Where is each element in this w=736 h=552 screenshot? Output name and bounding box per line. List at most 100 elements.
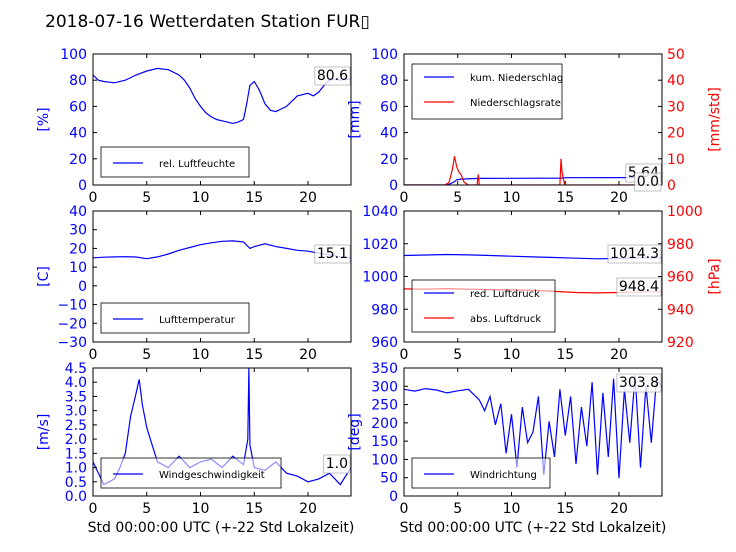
x-tick-label: 5	[142, 501, 151, 517]
legend-label: red. Luftdruck	[470, 289, 540, 300]
y-tick-label: 80	[69, 73, 87, 89]
y-tick-label: 980	[371, 302, 398, 318]
x-tick-label: 5	[142, 190, 151, 206]
x-tick-label: 20	[299, 501, 317, 517]
y-tick-label: 20	[69, 241, 87, 257]
x-tick-label: 0	[89, 347, 98, 363]
y-axis-label-wind-speed: [m/s]	[36, 414, 52, 451]
y2-axis-label-pressure: [hPa]	[707, 258, 723, 294]
y2-tick-label: 0	[667, 178, 676, 194]
x-tick-label: 20	[299, 190, 317, 206]
series-line-precipitation-1	[404, 156, 662, 185]
y-tick-label: 80	[380, 73, 398, 89]
x-tick-label: 15	[556, 501, 574, 517]
series-line-temperature-0	[93, 240, 351, 260]
y-tick-label: 0	[389, 489, 398, 505]
y-axis-label-wind-direction: [deg]	[347, 413, 363, 450]
x-tick-label: 10	[192, 501, 210, 517]
y-tick-label: 40	[380, 126, 398, 142]
x-tick-label: 0	[400, 501, 409, 517]
legend-box	[411, 279, 556, 333]
current-value-box	[616, 373, 662, 393]
y-tick-label: 300	[371, 379, 398, 395]
x-axis-label-left: Std 00:00:00 UTC (+-22 Std Lokalzeit)	[88, 520, 355, 536]
y2-axis-label-precipitation: [mm/std]	[707, 87, 723, 152]
y-tick-label: 3.5	[65, 389, 87, 405]
y2-tick-label: 50	[667, 47, 685, 63]
legend-box	[411, 457, 551, 489]
plot-frame-humidity	[92, 53, 352, 186]
y-tick-label: 20	[69, 152, 87, 168]
y-tick-label: 20	[380, 152, 398, 168]
y-tick-label: 40	[69, 204, 87, 220]
current-value-box	[314, 66, 351, 86]
x-tick-label: 15	[556, 347, 574, 363]
y-tick-label: 0.5	[65, 475, 87, 491]
legend-wind-direction: Windrichtung	[411, 457, 551, 489]
current-value-label-precipitation: 0.0	[637, 174, 659, 190]
current-value-box	[634, 172, 662, 192]
y-tick-label: −30	[57, 335, 87, 351]
y-tick-label: 1040	[362, 204, 398, 220]
panel-pressure: 0 5 10 15 20 960 980 1000 1020 1040 920 940 960 980 10…	[362, 204, 723, 363]
y2-tick-label: 960	[667, 270, 694, 286]
legend-label: Lufttemperatur	[159, 315, 236, 326]
legend-humidity: rel. Luftfeuchte	[100, 146, 250, 178]
y-tick-label: 40	[69, 126, 87, 142]
x-tick-label: 5	[453, 347, 462, 363]
y-tick-label: 50	[380, 471, 398, 487]
x-axis-label-right: Std 00:00:00 UTC (+-22 Std Lokalzeit)	[400, 520, 667, 536]
legend-box	[100, 146, 250, 178]
y-tick-label: 250	[371, 398, 398, 414]
x-tick-label: 10	[192, 190, 210, 206]
x-tick-label: 15	[245, 190, 263, 206]
panel-precipitation: 0 5 10 15 20 0 20 40 60 80 100 [mm] 0 10 20 30 40 50 [mm/s…	[347, 47, 723, 206]
x-tick-label: 10	[503, 347, 521, 363]
y-tick-label: 0	[389, 178, 398, 194]
y-tick-label: 350	[371, 361, 398, 377]
y-tick-label: 1000	[362, 270, 398, 286]
x-tick-label: 0	[400, 190, 409, 206]
y-tick-label: 1.5	[65, 446, 87, 462]
y-tick-label: 200	[371, 416, 398, 432]
panel-wind-direction: 0 5 10 15 20050100150200250300350[deg]Windri…	[347, 361, 663, 517]
y2-tick-label: 920	[667, 335, 694, 351]
y-tick-label: 2.0	[65, 432, 87, 448]
x-tick-label: 5	[453, 501, 462, 517]
y-axis-label-humidity: [%]	[36, 107, 52, 131]
current-value-label-pressure: 948.4	[619, 279, 659, 295]
legend-precipitation: kum. Niederschlag Niederschlagsrate	[411, 63, 563, 120]
x-tick-label: 20	[610, 501, 628, 517]
legend-label: abs. Luftdruck	[470, 314, 541, 325]
legend-label: kum. Niederschlag	[470, 73, 563, 84]
x-tick-label: 20	[610, 190, 628, 206]
x-tick-label: 0	[89, 190, 98, 206]
x-tick-label: 15	[245, 347, 263, 363]
y2-tick-label: 1000	[667, 204, 703, 220]
current-value-label-temperature: 15.1	[317, 246, 348, 262]
legend-box	[411, 63, 563, 120]
legend-label: Windgeschwindigkeit	[159, 470, 265, 481]
y-tick-label: 1.0	[65, 461, 87, 477]
panel-wind-speed: 0 5 10 15 200.00.51.01.52.02.53.03.54.04.5[m…	[36, 361, 352, 517]
current-value-box	[607, 244, 662, 264]
current-value-label-humidity: 80.6	[317, 68, 348, 84]
x-tick-label: 0	[89, 501, 98, 517]
plot-frame-wind-speed	[92, 367, 352, 497]
y-tick-label: 150	[371, 434, 398, 450]
y-tick-label: 0	[78, 178, 87, 194]
current-value-label-wind-direction: 303.8	[619, 375, 659, 391]
x-tick-label: 5	[142, 347, 151, 363]
legend-label: Niederschlagsrate	[470, 98, 561, 109]
y2-tick-label: 980	[667, 237, 694, 253]
y-axis-label-temperature: [C]	[36, 266, 52, 287]
plot-frame-precipitation	[403, 53, 663, 186]
y-tick-label: 2.5	[65, 418, 87, 434]
series-line-precipitation-0	[404, 177, 662, 185]
plot-frame-temperature	[92, 210, 352, 343]
legend-label: rel. Luftfeuchte	[159, 159, 235, 170]
y-tick-label: 3.0	[65, 404, 87, 420]
y-tick-label: 4.5	[65, 361, 87, 377]
y2-tick-label: 40	[667, 73, 685, 89]
